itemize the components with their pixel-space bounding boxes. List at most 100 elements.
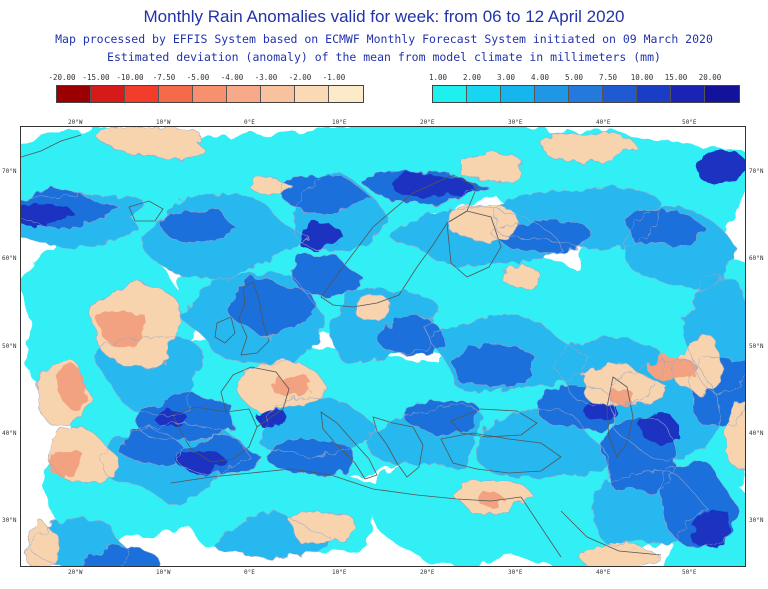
legend-swatch	[193, 86, 227, 102]
legend-swatch	[91, 86, 125, 102]
legend-swatch	[125, 86, 159, 102]
contour-line	[24, 520, 61, 566]
anomaly-area	[404, 400, 478, 436]
legend-positive-labels: 1.00 2.00 3.00 4.00 5.00 7.50 10.00 15.00 20.00	[429, 73, 740, 84]
contour-line	[235, 359, 328, 412]
anomaly-area	[639, 411, 681, 445]
contour-line	[266, 438, 354, 476]
anomaly-area	[48, 449, 83, 477]
contour-line	[36, 360, 92, 427]
anomaly-area	[460, 151, 522, 183]
map-tick-label: 10°E	[332, 569, 347, 576]
legend-negative-anomaly: -20.00 -15.00 -10.00 -7.50 -5.00 -4.00 -3.00 -2…	[48, 73, 364, 103]
anomaly-area	[228, 277, 317, 338]
contour-line	[377, 315, 446, 356]
contour-line	[134, 390, 234, 441]
map-tick-label: 30°N	[2, 517, 17, 524]
map-tick-label: 0°E	[244, 569, 255, 576]
map-tick-label: 20°E	[420, 119, 435, 126]
contour-line	[623, 209, 707, 247]
anomaly-area	[288, 512, 356, 544]
anomaly-area	[500, 263, 542, 290]
anomaly-area	[280, 176, 371, 214]
anomaly-area	[55, 365, 88, 410]
anomaly-area	[174, 451, 228, 474]
legend-label: 5.00	[564, 73, 584, 82]
legend-label: -2.00	[288, 73, 312, 82]
contour-line	[293, 174, 388, 252]
map-tick-label: 50°N	[2, 343, 17, 350]
anomaly-area	[452, 344, 535, 387]
legend-swatch	[637, 86, 671, 102]
contour-line	[579, 541, 661, 566]
contour-line	[554, 336, 666, 406]
contour-line	[366, 403, 485, 469]
map-tick-label: 10°E	[332, 119, 347, 126]
legend-swatch	[433, 86, 467, 102]
anomaly-area	[609, 388, 634, 407]
legend-label: -7.50	[152, 73, 176, 82]
map-tick-label: 0°E	[244, 119, 255, 126]
anomaly-area	[216, 511, 331, 559]
legend-swatch	[671, 86, 705, 102]
legend-label: -15.00	[82, 73, 110, 82]
anomaly-area	[672, 334, 724, 397]
map-tick-label: 70°N	[749, 168, 764, 175]
contour-line	[140, 193, 310, 280]
anomaly-area	[691, 509, 730, 549]
map-tick-label: 50°E	[682, 119, 697, 126]
map-tick-label: 60°N	[749, 255, 764, 262]
map-title: Monthly Rain Anomalies valid for week: f…	[143, 7, 625, 26]
map-tick-label: 20°W	[68, 119, 83, 126]
anomaly-fields	[21, 127, 745, 566]
anomaly-area	[292, 254, 363, 297]
map-tick-label: 50°N	[749, 343, 764, 350]
contour-line	[491, 219, 593, 254]
contour-line	[21, 186, 121, 229]
legend-swatch	[603, 86, 637, 102]
legend-label: 2.00	[462, 73, 482, 82]
contour-line	[459, 151, 522, 183]
legend-label: 3.00	[496, 73, 516, 82]
contour-line	[672, 334, 724, 397]
legend-swatch	[569, 86, 603, 102]
contour-line	[228, 276, 318, 338]
contour-line	[361, 170, 490, 205]
contour-line	[180, 272, 326, 364]
legend-label: 15.00	[664, 73, 688, 82]
contour-line	[118, 427, 185, 466]
legend-negative-labels: -20.00 -15.00 -10.00 -7.50 -5.00 -4.00 -3.00 -2…	[48, 73, 364, 84]
map-tick-label: 40°N	[2, 430, 17, 437]
contour-line	[287, 511, 357, 544]
anomaly-area	[579, 541, 661, 566]
legend-label: -5.00	[186, 73, 210, 82]
legend-label: -4.00	[220, 73, 244, 82]
legend-swatch	[705, 86, 739, 102]
map-tick-label: 10°W	[156, 569, 171, 576]
legend-swatch	[57, 86, 91, 102]
anomaly-area	[392, 172, 475, 197]
contour-line	[404, 399, 479, 436]
map-tick-label: 40°E	[596, 569, 611, 576]
contour-line	[100, 423, 251, 505]
legend-label: 4.00	[530, 73, 550, 82]
contour-line	[87, 281, 182, 370]
contour-line	[259, 396, 379, 459]
contour-line	[78, 545, 164, 566]
anomaly-area	[118, 427, 184, 466]
anomaly-area	[25, 520, 61, 566]
legend-negative-swatches	[56, 85, 364, 103]
legend-label: 7.50	[598, 73, 618, 82]
contour-line	[389, 207, 562, 267]
anomaly-map-canvas	[21, 127, 745, 566]
anomaly-area	[479, 491, 505, 508]
map-tick-label: 40°E	[596, 119, 611, 126]
legend-swatch	[535, 86, 569, 102]
map-tick-label: 40°N	[749, 430, 764, 437]
anomaly-area	[160, 208, 237, 244]
anomaly-area	[299, 222, 343, 250]
contour-line	[600, 417, 677, 495]
contour-line	[494, 186, 662, 250]
legend-swatch	[329, 86, 363, 102]
contour-line	[215, 511, 332, 560]
